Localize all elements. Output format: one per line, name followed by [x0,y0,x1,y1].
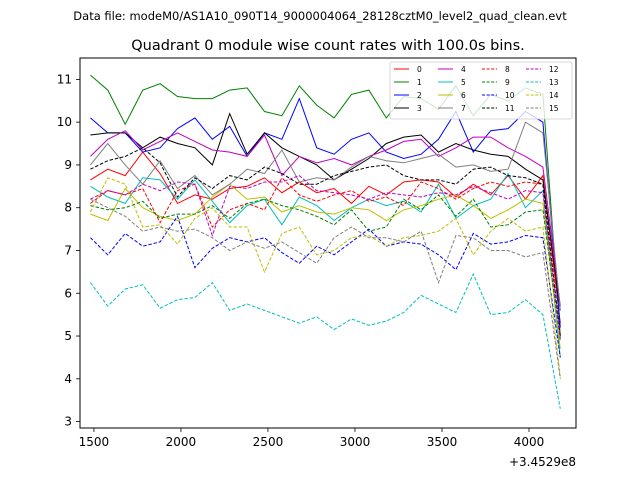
x-tick-label: 1500 [79,435,110,449]
y-tick-label: 9 [64,158,72,172]
legend-label-15: 15 [549,104,559,113]
legend-label-12: 12 [549,65,559,74]
x-tick-label: 3000 [340,435,371,449]
figure-suptitle: Data file: modeM0/AS1A10_090T14_90000040… [73,9,567,23]
y-tick-label: 6 [64,286,72,300]
x-axis-offset-label: +3.4529e8 [509,455,576,469]
legend-label-5: 5 [461,78,466,87]
series-line-7 [90,121,561,311]
legend-label-2: 2 [417,91,422,100]
x-tick-label: 2500 [253,435,284,449]
series-line-14 [89,177,561,377]
series-line-13 [89,272,561,409]
series-line-4 [90,130,561,307]
y-tick-label: 4 [64,372,72,386]
chart-title: Quadrant 0 module wise count rates with … [131,38,525,54]
plot-frame [79,57,577,429]
x-tick-label: 3500 [427,435,458,449]
y-tick-label: 11 [57,72,72,86]
series-line-3 [90,112,561,311]
series-line-6 [90,183,561,349]
legend-label-13: 13 [549,78,559,87]
legend-label-11: 11 [505,104,515,113]
y-tick-label: 5 [64,329,72,343]
x-tick-label: 2000 [166,435,197,449]
legend-label-10: 10 [505,91,515,100]
legend-label-7: 7 [461,104,466,113]
legend-label-14: 14 [549,91,559,100]
series-line-12 [90,175,561,339]
legend-label-9: 9 [505,78,510,87]
series-line-8 [90,176,561,337]
legend-label-0: 0 [417,65,422,74]
series-line-9 [90,194,561,341]
series-line-11 [90,147,561,337]
legend-frame [389,61,573,120]
y-tick-label: 7 [64,243,72,257]
y-tick-label: 8 [64,201,72,215]
series-line-2 [90,97,561,328]
legend-label-1: 1 [417,78,422,87]
series-line-10 [90,215,561,358]
legend-label-6: 6 [461,91,466,100]
y-tick-label: 3 [64,415,72,429]
y-tick-label: 10 [57,115,72,129]
axis-ticks: 1500 2000 2500 3000 3500 4000 3 4 5 6 7 8 9 10 11 [57,72,545,449]
legend-label-4: 4 [461,65,466,74]
plot-area [80,58,576,428]
legend-label-3: 3 [417,104,422,113]
x-tick-label: 4000 [514,435,545,449]
series-lines [89,74,561,409]
legend-label-8: 8 [505,65,510,74]
